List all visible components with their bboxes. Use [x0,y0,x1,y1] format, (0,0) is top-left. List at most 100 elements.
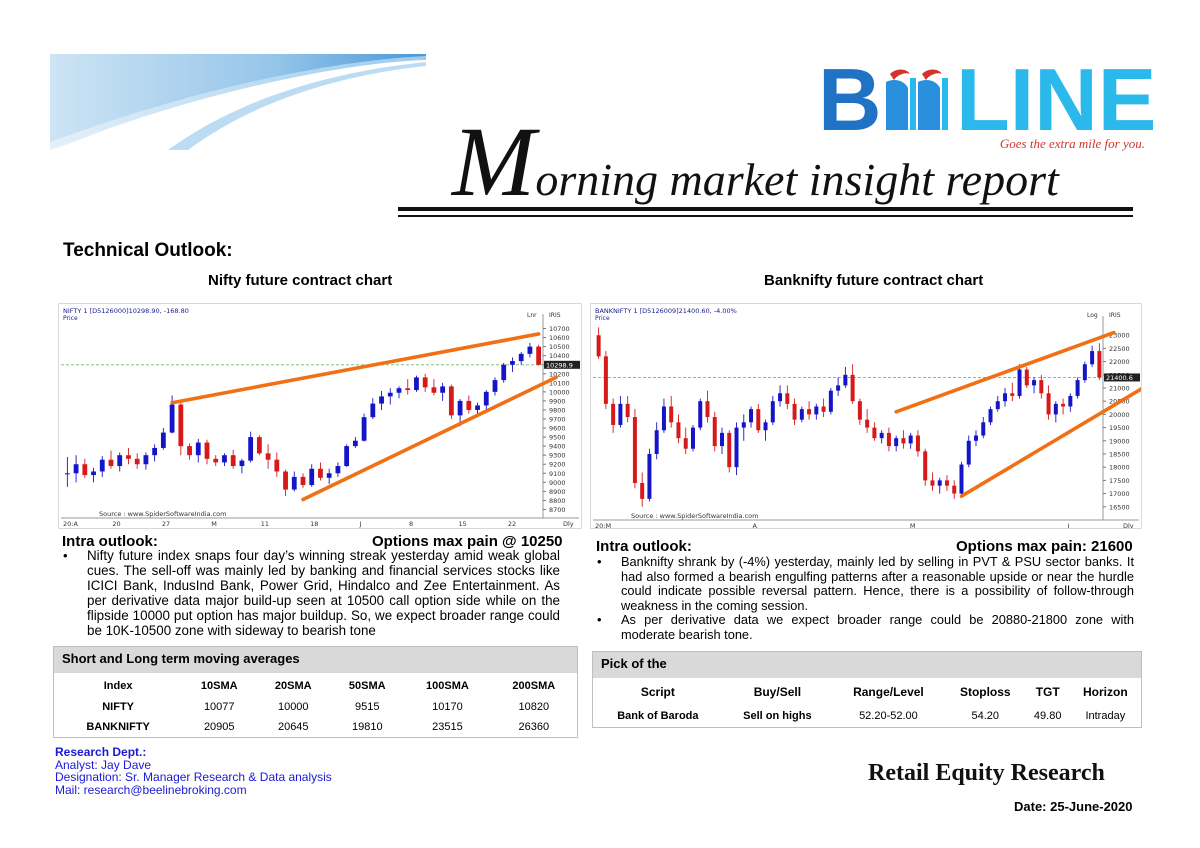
candle-body [143,455,149,465]
banknifty-outlook-bullets: Banknifty shrank by (-4%) yesterday, mai… [594,554,1134,643]
chart-header-price-label: Price [63,315,78,322]
y-tick-label: 8900 [549,488,566,496]
iris-label: IRIS [1109,312,1121,319]
y-tick-label: 21000 [1109,385,1130,393]
candle-body [117,455,123,467]
x-tick-label: 20:M [595,522,611,528]
ma-cell: 19810 [351,721,383,733]
candle-body [448,386,454,416]
pick-cell: Sell on highs [743,710,812,722]
candle-body [1024,369,1029,386]
chart-header-title: BANKNIFTY 1 [D5126009]21400.60, -4.00% [595,307,737,315]
candle-body [792,403,797,420]
ma-cell: 9515 [355,701,380,713]
candle-body [501,364,507,381]
banknifty-outlook-bullet: As per derivative data we expect broader… [594,613,1134,642]
chart-background [591,304,1141,528]
candle-body [952,485,957,494]
ma-cell: 20645 [277,721,309,733]
candle-body [857,401,862,420]
svg-text:B: B [818,52,882,144]
y-tick-label: 9000 [549,479,566,487]
x-tick-label: 20 [112,520,120,528]
candle-body [828,390,833,412]
candle-body [361,417,367,441]
y-tick-label: 19000 [1109,437,1130,445]
candle-body [396,388,402,393]
banknifty-chart-title: Banknifty future contract chart [764,272,984,289]
report-title-rest: orning market insight report [535,154,1059,205]
candle-body [625,403,630,418]
candle-body [763,422,768,431]
ma-cell: 23515 [432,721,463,733]
y-tick-label: 10600 [549,334,570,342]
pick-heading: Pick of the [593,652,1141,678]
pick-col-header: TGT [1035,685,1060,699]
report-title: Morning market insight report [452,112,1059,212]
moving-averages-heading: Short and Long term moving averages [54,647,577,673]
period-label: Dly [563,520,574,528]
candle-body [640,483,645,499]
candle-body [134,458,140,465]
candle-body [1090,351,1095,365]
candle-body [603,356,608,404]
candle-body [886,432,891,447]
beeline-logo: B LINE Goes the extra mile for you. [818,50,1156,154]
candle-body [440,386,446,393]
candle-body [821,406,826,412]
pick-cell: 49.80 [1033,710,1062,722]
table-row: NIFTY 10077 10000 9515 10170 10820 [54,697,577,717]
candle-body [734,427,739,468]
candle-body [126,455,131,459]
chart-header-price-label: Price [595,315,610,322]
ma-col-header: 50SMA [348,680,386,692]
candle-body [160,432,166,448]
y-tick-label: 9900 [549,397,566,405]
retail-equity-research-label: Retail Equity Research [868,760,1105,786]
candle-body [1010,393,1015,396]
last-price-tag-box [1104,373,1140,382]
x-tick-label: J [359,520,362,528]
x-tick-label: 11 [261,520,269,528]
candle-body [799,409,804,420]
candle-body [705,401,710,418]
candle-body [981,422,986,436]
trendline [894,330,1116,414]
candle-body [187,446,192,456]
period-label: Dly [1123,522,1134,528]
candle-body [611,403,616,425]
x-tick-label: M [211,520,217,528]
last-price-tag: 10298.9 [546,361,573,369]
trendline [301,375,558,502]
y-tick-label: 9300 [549,452,566,460]
nifty-options-max-pain: Options max pain @ 10250 [372,533,563,550]
research-dept-title: Research Dept.: [55,745,147,759]
x-tick-label: J [1066,522,1069,528]
candle-body [850,374,855,402]
ma-col-header: 10SMA [200,680,238,692]
table-row: Bank of Baroda Sell on highs 52.20-52.00… [593,704,1141,728]
moving-averages-table: Short and Long term moving averages Inde… [53,646,578,738]
nifty-chart-svg: 8700880089009000910092009300940095009600… [59,304,581,528]
last-price-tag-box [544,360,580,369]
report-date: Date: 25-June-2020 [1014,799,1133,814]
nifty-intra-outlook-label: Intra outlook: [62,533,158,550]
candle-body [518,353,524,362]
y-tick-label: 18000 [1109,464,1130,472]
research-mail-link[interactable]: Mail: research@beelinebroking.com [55,782,247,797]
candle-body [1075,380,1080,396]
candle-body [536,346,542,365]
ma-cell: 10000 [277,701,309,713]
y-tick-label: 10200 [549,370,570,378]
candle-body [414,377,419,391]
pick-cell: Bank of Baroda [617,710,699,722]
candle-body [995,401,1000,410]
candle-body [326,473,332,478]
y-tick-label: 16500 [1109,503,1130,511]
last-price-tag: 21400.6 [1106,374,1133,382]
candle-body [1053,403,1058,415]
candle-body [647,453,652,499]
x-tick-label: 20:A [63,520,78,528]
y-tick-label: 9400 [549,443,566,451]
y-tick-label: 8700 [549,506,566,514]
